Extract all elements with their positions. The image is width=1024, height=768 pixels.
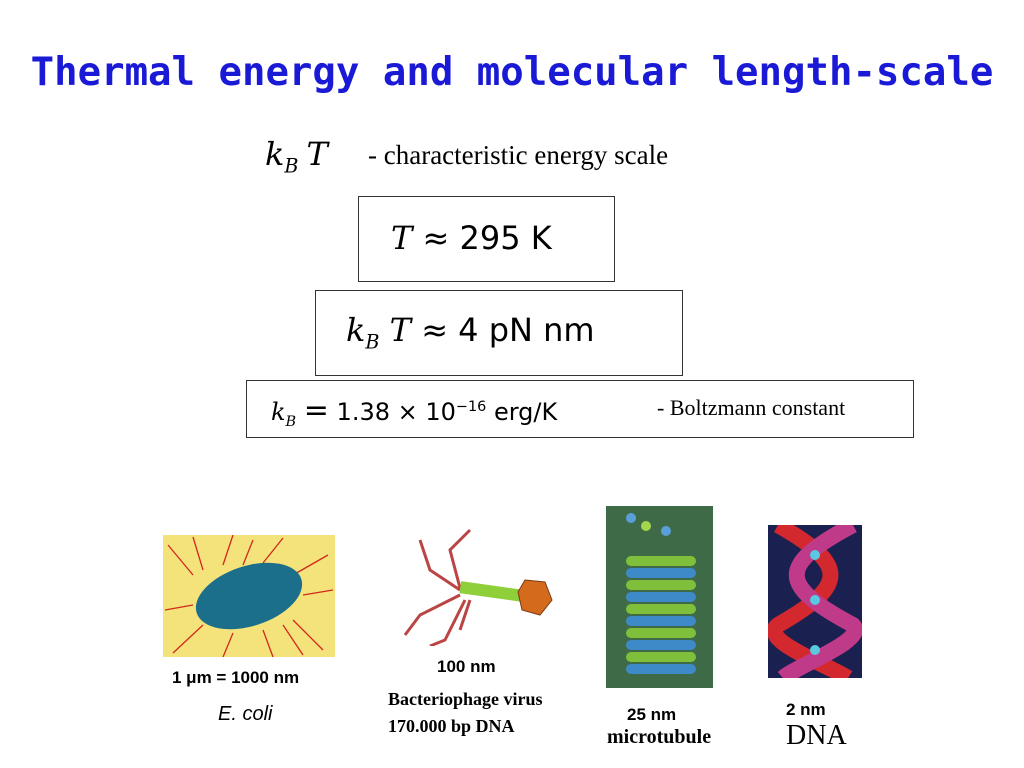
- example-name: microtubule: [607, 726, 712, 748]
- thermal-energy-formula: kB T ≈ 4 pN nm: [346, 311, 595, 353]
- size-label: 1 μm = 1000 nm: [172, 668, 300, 687]
- base: 10: [425, 398, 456, 426]
- unit: erg/K: [493, 398, 558, 426]
- formula-box: T ≈ 295 K: [358, 196, 615, 282]
- formula-box: kB = 1.38 × 10−16 erg/K - Boltzmann cons…: [246, 380, 914, 438]
- ecoli-image: [163, 535, 335, 657]
- size-label: 2 nm: [786, 700, 826, 719]
- symbol: T: [389, 311, 412, 349]
- symbol: T: [391, 219, 413, 257]
- symbol: k: [271, 398, 286, 426]
- boltzmann-note: - Boltzmann constant: [657, 395, 846, 420]
- energy-scale-formula: kB T: [265, 135, 328, 177]
- example-name: E. coli: [218, 703, 273, 725]
- microtubule-image: [606, 506, 713, 688]
- formula-box: kB T ≈ 4 pN nm: [315, 290, 683, 376]
- slide-title: Thermal energy and molecular length-scal…: [30, 50, 994, 95]
- operator: ×: [397, 398, 418, 426]
- temperature-formula: T ≈ 295 K: [391, 219, 552, 257]
- phage-image: [403, 528, 553, 646]
- energy-scale-note: - characteristic energy scale: [368, 140, 669, 170]
- size-label: 25 nm: [627, 705, 677, 724]
- operator: =: [303, 393, 329, 428]
- symbol: k: [346, 311, 366, 349]
- mantissa: 1.38: [336, 398, 390, 426]
- subscript: B: [365, 330, 380, 354]
- subscript: B: [284, 154, 299, 178]
- exponent: −16: [455, 399, 487, 415]
- symbol: T: [306, 135, 328, 173]
- subscript: B: [285, 413, 297, 430]
- size-label: 100 nm: [437, 657, 496, 676]
- value: 295 K: [459, 219, 552, 257]
- dna-image: [768, 525, 862, 678]
- example-name: DNA: [786, 720, 847, 751]
- value: 4 pN nm: [458, 311, 595, 349]
- example-detail: 170.000 bp DNA: [388, 716, 515, 736]
- operator: ≈: [421, 311, 448, 349]
- example-name: Bacteriophage virus: [388, 689, 543, 709]
- operator: ≈: [422, 219, 450, 257]
- symbol: k: [265, 135, 285, 173]
- boltzmann-formula: kB = 1.38 × 10−16 erg/K: [271, 393, 557, 430]
